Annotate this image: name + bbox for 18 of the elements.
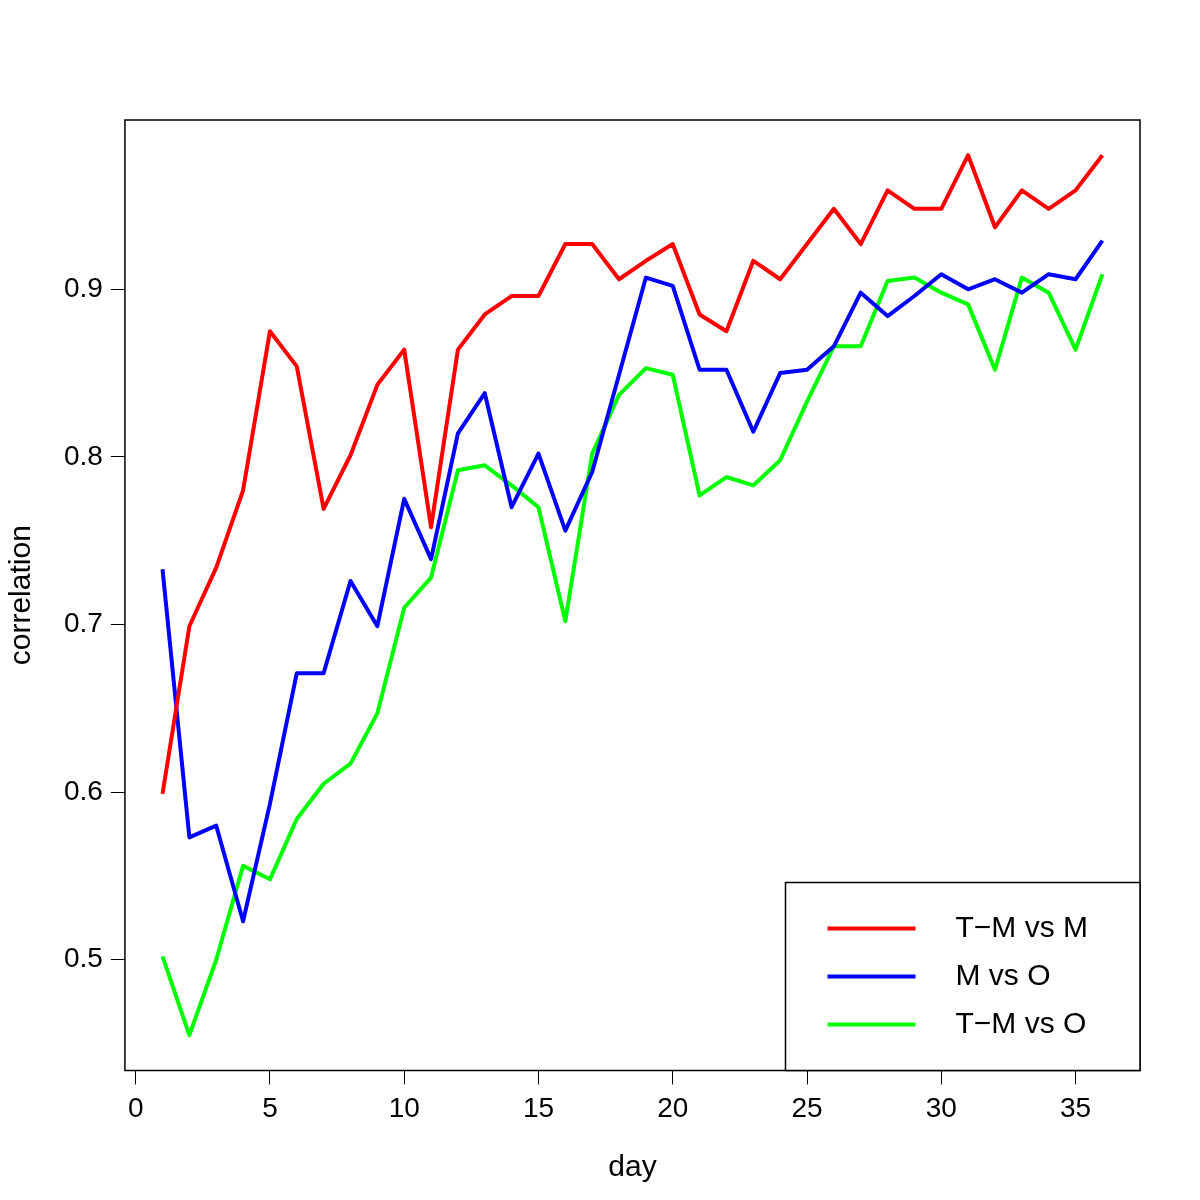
y-tick-label: 0.5 [63,942,103,974]
y-tick-label: 0.8 [63,439,103,471]
y-tick-label: 0.7 [63,607,103,639]
legend-label: T−M vs M [955,909,1088,943]
x-tick-label: 30 [925,1091,957,1123]
x-axis-title: day [608,1149,657,1183]
legend-label: T−M vs O [955,1005,1087,1039]
y-tick-label: 0.9 [63,272,103,304]
x-tick-label: 15 [522,1091,555,1123]
legend-label: M vs O [955,957,1051,991]
x-tick-label: 0 [127,1091,144,1123]
x-tick-label: 5 [262,1091,278,1123]
x-tick-label: 25 [791,1091,823,1123]
x-tick-label: 35 [1059,1091,1092,1123]
y-tick-label: 0.6 [63,774,103,806]
y-axis-title: correlation [3,525,37,666]
x-tick-label: 10 [388,1091,420,1123]
x-tick-label: 20 [657,1091,689,1123]
